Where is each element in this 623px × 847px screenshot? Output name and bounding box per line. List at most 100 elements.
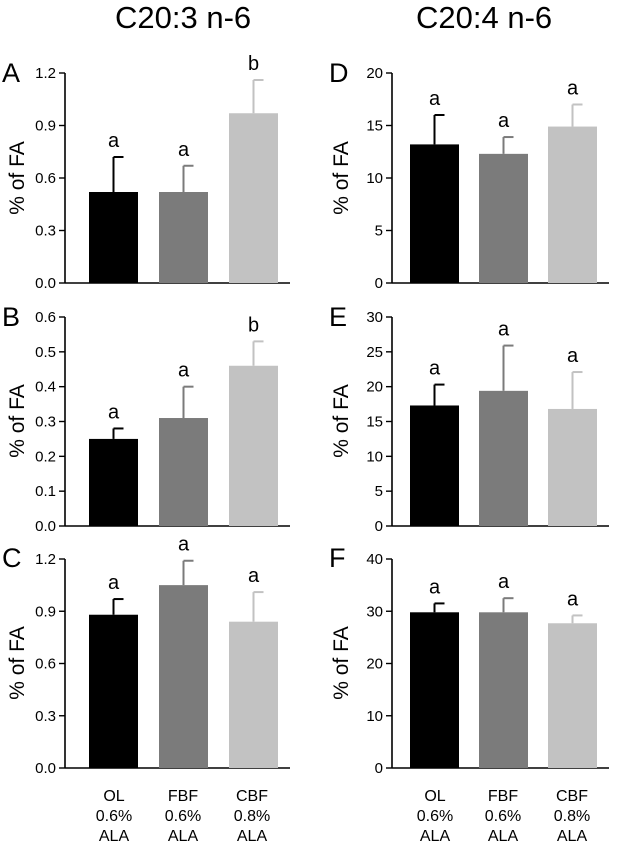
bar-c-cbf [229, 621, 278, 768]
y-tick-label-e: 5 [375, 483, 383, 500]
category-dose: 0.6% [416, 808, 454, 825]
significance-letter-f-fbf: a [498, 571, 510, 593]
y-tick-label-b: 0.6 [35, 309, 56, 326]
y-tick-label-e: 10 [366, 448, 383, 465]
category-dose: 0.6% [484, 808, 522, 825]
category-unit: ALA [419, 828, 451, 845]
category-name: FBF [167, 788, 199, 805]
bar-c-fbf [159, 585, 208, 768]
bar-f-fbf [479, 612, 528, 768]
significance-letter-a-ol: a [108, 130, 120, 152]
category-label-fbf-left: FBF 0.6% ALA [153, 787, 213, 847]
y-tick-label-d: 20 [366, 65, 383, 82]
category-dose: 0.6% [95, 808, 133, 825]
category-name: OL [424, 788, 446, 805]
bar-d-ol [410, 144, 459, 283]
significance-letter-e-fbf: a [498, 319, 510, 341]
y-tick-label-e: 25 [366, 344, 383, 361]
bar-c-ol [89, 614, 138, 768]
panel-letter-a: A [2, 58, 21, 88]
y-tick-label-c: 1.2 [35, 551, 56, 568]
y-tick-label-b: 0.4 [35, 379, 56, 396]
significance-letter-d-ol: a [429, 88, 441, 110]
y-tick-label-f: 10 [366, 708, 383, 725]
y-tick-label-b: 0.0 [35, 518, 56, 535]
significance-letter-d-fbf: a [498, 110, 510, 132]
bar-d-cbf [548, 126, 597, 283]
y-tick-label-c: 0.6 [35, 656, 56, 673]
y-tick-label-f: 40 [366, 551, 383, 568]
category-dose: 0.6% [164, 808, 202, 825]
y-tick-label-d: 15 [366, 118, 383, 135]
panel-letter-c: C [2, 543, 22, 573]
category-name: CBF [236, 788, 268, 805]
category-dose: 0.8% [553, 808, 591, 825]
significance-letter-f-cbf: a [567, 588, 579, 610]
y-tick-label-f: 30 [366, 603, 383, 620]
category-label-fbf-right: FBF 0.6% ALA [473, 787, 533, 847]
significance-letter-e-ol: a [429, 358, 441, 380]
y-tick-label-d: 0 [375, 275, 383, 292]
bar-b-ol [89, 438, 138, 526]
bar-e-ol [410, 405, 459, 526]
y-tick-label-e: 15 [366, 414, 383, 431]
category-unit: ALA [98, 828, 130, 845]
significance-letter-e-cbf: a [567, 345, 579, 367]
category-name: CBF [556, 788, 588, 805]
bar-b-cbf [229, 365, 278, 526]
bar-b-fbf [159, 418, 208, 526]
y-tick-label-e: 20 [366, 379, 383, 396]
bar-f-cbf [548, 623, 597, 768]
category-name: OL [103, 788, 125, 805]
category-unit: ALA [556, 828, 588, 845]
category-unit: ALA [487, 828, 519, 845]
panel-letter-e: E [329, 302, 348, 332]
category-label-ol-left: OL 0.6% ALA [84, 787, 144, 847]
y-tick-label-b: 0.3 [35, 414, 56, 431]
category-label-cbf-left: CBF 0.8% ALA [222, 787, 282, 847]
category-dose: 0.8% [233, 808, 271, 825]
significance-letter-a-cbf: b [248, 53, 259, 75]
significance-letter-c-cbf: a [248, 565, 260, 587]
category-name: FBF [487, 788, 519, 805]
y-tick-label-d: 10 [366, 170, 383, 187]
significance-letter-a-fbf: a [178, 139, 190, 161]
y-tick-label-b: 0.5 [35, 344, 56, 361]
y-tick-label-d: 5 [375, 223, 383, 240]
category-unit: ALA [236, 828, 268, 845]
y-tick-label-c: 0.3 [35, 708, 56, 725]
bar-e-fbf [479, 390, 528, 526]
y-tick-label-a: 0.9 [35, 118, 56, 135]
bar-f-ol [410, 612, 459, 768]
y-tick-label-f: 0 [375, 760, 383, 777]
column-title-c20-4: C20:4 n-6 [416, 0, 553, 35]
significance-letter-d-cbf: a [567, 78, 579, 100]
y-tick-label-a: 0.0 [35, 275, 56, 292]
category-label-ol-right: OL 0.6% ALA [405, 787, 465, 847]
significance-letter-f-ol: a [429, 576, 441, 598]
y-tick-label-b: 0.2 [35, 448, 56, 465]
column-title-c20-3: C20:3 n-6 [115, 0, 252, 35]
significance-letter-b-fbf: a [178, 360, 190, 382]
y-tick-label-e: 30 [366, 309, 383, 326]
y-tick-label-a: 0.6 [35, 170, 56, 187]
significance-letter-c-fbf: a [178, 534, 190, 556]
y-tick-label-f: 20 [366, 656, 383, 673]
panel-letter-f: F [329, 543, 346, 573]
bar-a-ol [89, 192, 138, 283]
bar-d-fbf [479, 153, 528, 283]
bar-a-cbf [229, 113, 278, 283]
panel-letter-d: D [329, 58, 349, 88]
category-label-cbf-right: CBF 0.8% ALA [542, 787, 602, 847]
y-tick-label-c: 0.9 [35, 603, 56, 620]
significance-letter-b-ol: a [108, 401, 120, 423]
y-tick-label-b: 0.1 [35, 483, 56, 500]
y-tick-label-a: 0.3 [35, 223, 56, 240]
significance-letter-c-ol: a [108, 572, 120, 594]
bar-a-fbf [159, 192, 208, 283]
y-tick-label-e: 0 [375, 518, 383, 535]
y-tick-label-c: 0.0 [35, 760, 56, 777]
panel-letter-b: B [2, 302, 21, 332]
y-tick-label-a: 1.2 [35, 65, 56, 82]
